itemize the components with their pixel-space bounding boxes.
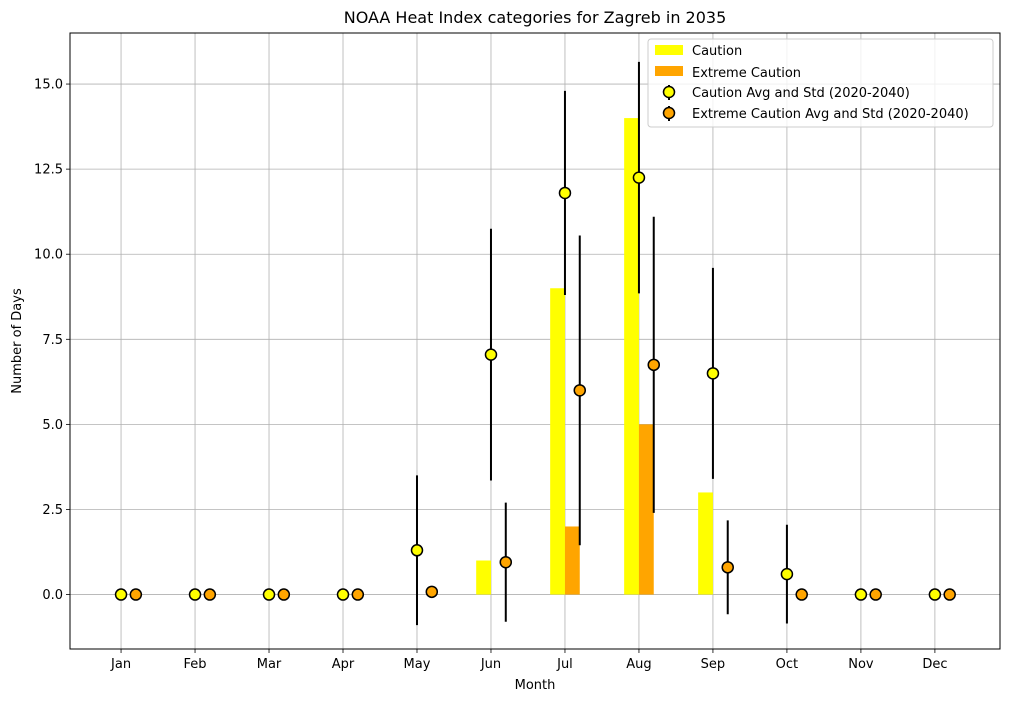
y-tick-label: 0.0 (42, 588, 63, 603)
point-caution-avg-and-std-2020-2040 (632, 171, 646, 184)
bar-caution (476, 560, 491, 595)
legend-swatch-caution (655, 45, 683, 55)
x-tick-label: Jan (110, 657, 131, 672)
x-tick-label: Sep (701, 657, 726, 672)
legend-label-extreme-caution-avg: Extreme Caution Avg and Std (2020-2040) (692, 107, 969, 122)
point-caution-avg-and-std-2020-2040 (854, 588, 868, 601)
point-caution-avg-and-std-2020-2040 (928, 588, 942, 601)
y-tick-label: 15.0 (34, 78, 63, 93)
legend-marker-extreme-caution (662, 106, 676, 120)
plot-frame (69, 32, 1001, 650)
x-axis-ticks: Jan Feb Mar Apr May Jun Jul Aug Sep Oct Nov Dec (110, 649, 947, 672)
point-caution-avg-and-std-2020-2040 (706, 367, 720, 380)
y-tick-label: 12.5 (34, 163, 63, 178)
x-tick-label: Jul (556, 657, 573, 672)
chart-title: NOAA Heat Index categories for Zagreb in… (344, 8, 727, 27)
point-caution-avg-and-std-2020-2040 (188, 588, 202, 601)
legend-label-extreme-caution: Extreme Caution (692, 66, 801, 81)
x-tick-label: Nov (848, 657, 874, 672)
point-caution-avg-and-std-2020-2040 (558, 186, 572, 200)
legend-marker-caution (662, 85, 676, 99)
legend: Caution Extreme Caution Caution Avg and … (647, 38, 994, 128)
grid-lines (70, 33, 1000, 649)
legend-swatch-extreme-caution (655, 66, 683, 76)
x-tick-label: May (404, 657, 431, 672)
bar-extreme-caution (638, 424, 654, 595)
x-tick-label: Jun (480, 657, 501, 672)
point-extreme-caution-avg-and-std-2020-2040 (203, 588, 217, 601)
point-extreme-caution-avg-and-std-2020-2040 (351, 588, 365, 601)
legend-label-caution-avg: Caution Avg and Std (2020-2040) (692, 86, 910, 101)
point-extreme-caution-avg-and-std-2020-2040 (869, 588, 882, 601)
y-tick-label: 7.5 (42, 333, 63, 348)
bar-caution (624, 118, 639, 595)
point-caution-avg-and-std-2020-2040 (780, 567, 794, 581)
y-tick-label: 2.5 (42, 503, 63, 518)
point-caution-avg-and-std-2020-2040 (114, 588, 128, 601)
point-extreme-caution-avg-and-std-2020-2040 (425, 585, 439, 599)
bar-caution (698, 492, 713, 595)
x-tick-label: Aug (626, 657, 651, 672)
point-extreme-caution-avg-and-std-2020-2040 (721, 561, 734, 574)
point-caution-avg-and-std-2020-2040 (262, 588, 276, 601)
legend-box (647, 38, 994, 128)
x-tick-label: Mar (257, 657, 282, 672)
point-caution-avg-and-std-2020-2040 (410, 544, 424, 557)
y-tick-label: 10.0 (34, 248, 63, 263)
point-extreme-caution-avg-and-std-2020-2040 (647, 358, 660, 372)
point-extreme-caution-avg-and-std-2020-2040 (129, 588, 143, 601)
bars (476, 118, 713, 595)
point-extreme-caution-avg-and-std-2020-2040 (943, 588, 956, 601)
point-extreme-caution-avg-and-std-2020-2040 (277, 588, 291, 601)
y-axis-ticks: 0.0 2.5 5.0 7.5 10.0 12.5 15.0 (34, 78, 70, 603)
bar-extreme-caution (564, 526, 580, 595)
point-caution-avg-and-std-2020-2040 (484, 348, 498, 361)
legend-label-caution: Caution (692, 44, 742, 59)
point-extreme-caution-avg-and-std-2020-2040 (795, 588, 808, 601)
bar-caution (550, 288, 565, 595)
point-extreme-caution-avg-and-std-2020-2040 (573, 384, 587, 397)
y-tick-label: 5.0 (42, 418, 63, 433)
error-points (114, 61, 956, 626)
x-axis-label: Month (515, 678, 556, 693)
point-caution-avg-and-std-2020-2040 (336, 588, 350, 601)
x-tick-label: Feb (184, 657, 207, 672)
x-tick-label: Apr (332, 657, 355, 672)
point-extreme-caution-avg-and-std-2020-2040 (499, 555, 513, 569)
x-tick-label: Oct (776, 657, 798, 672)
x-tick-label: Dec (922, 657, 947, 672)
y-axis-label: Number of Days (10, 288, 25, 394)
